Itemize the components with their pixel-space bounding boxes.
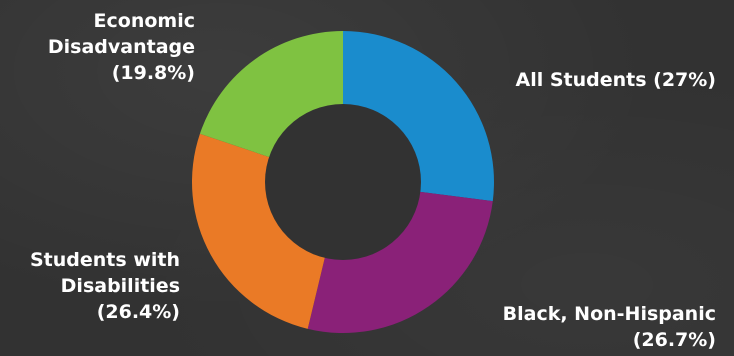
label-economic-disadvantage: Economic Disadvantage (19.8%) — [48, 10, 195, 84]
label-black-non-hispanic: Black, Non-Hispanic (26.7%) — [503, 303, 716, 351]
slice-economic-disadvantage — [199, 31, 343, 158]
label-line: Economic — [94, 10, 195, 32]
label-line: (26.4%) — [97, 301, 180, 323]
donut-slices — [192, 31, 495, 334]
label-line: Students with — [30, 249, 180, 271]
slice-labels: All Students (27%) Black, Non-Hispanic (26… — [30, 10, 716, 351]
label-line: Black, Non-Hispanic — [503, 303, 716, 325]
label-line: (19.8%) — [112, 62, 195, 84]
label-line: Disadvantage — [48, 36, 195, 58]
slice-all-students — [343, 31, 495, 202]
slice-black-non-hispanic — [307, 191, 493, 334]
label-line: (26.7%) — [633, 329, 716, 351]
donut-hole — [265, 104, 421, 260]
label-line: All Students (27%) — [515, 69, 716, 91]
label-line: Disabilities — [61, 275, 180, 297]
label-students-with-disabilities: Students with Disabilities (26.4%) — [30, 249, 180, 323]
label-all-students: All Students (27%) — [515, 69, 716, 91]
slice-students-with-disabilities — [192, 133, 326, 329]
